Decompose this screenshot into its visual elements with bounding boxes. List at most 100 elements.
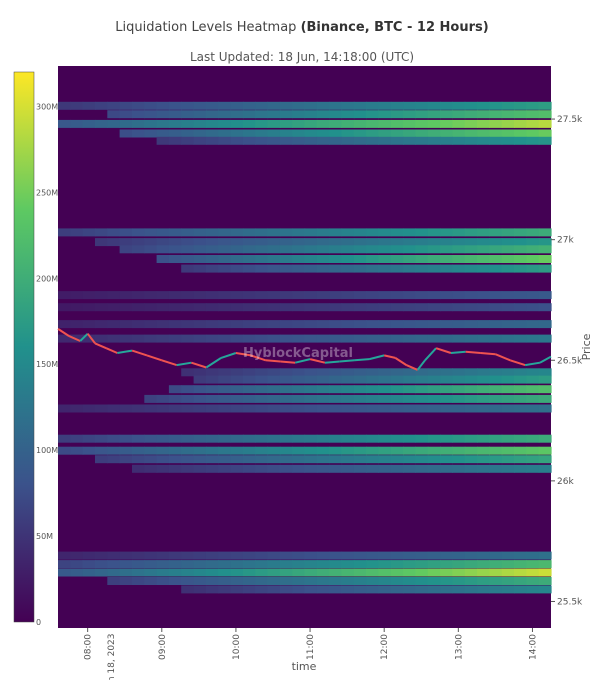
heatmap-cell: [70, 560, 84, 569]
heatmap-cell: [415, 551, 429, 560]
heatmap-cell: [452, 455, 466, 464]
y-tick-label: 26k: [557, 477, 574, 487]
heatmap-cell: [205, 368, 219, 377]
heatmap-cell: [329, 394, 343, 403]
heatmap-cell: [353, 560, 367, 569]
heatmap-cell: [464, 404, 478, 413]
heatmap-cell: [119, 560, 133, 569]
heatmap-cell: [329, 560, 343, 569]
heatmap-cell: [58, 303, 71, 312]
heatmap-cell: [464, 238, 478, 247]
heatmap-cell: [329, 303, 343, 312]
heatmap-cell: [427, 368, 441, 377]
heatmap-cell: [427, 404, 441, 413]
heatmap-cell: [538, 119, 552, 128]
price-line-segment: [79, 332, 89, 342]
heatmap-cell: [218, 320, 232, 329]
heatmap-cell: [390, 464, 404, 473]
x-tick-label: 10:00: [232, 634, 242, 660]
heatmap-cell: [415, 264, 429, 273]
heatmap-cell: [279, 110, 293, 119]
heatmap-cell: [415, 385, 429, 394]
heatmap-cell: [156, 101, 170, 110]
heatmap-cell: [378, 101, 392, 110]
heatmap-cell: [242, 291, 256, 300]
heatmap-cell: [514, 238, 527, 247]
heatmap-cell: [181, 136, 195, 145]
heatmap-cell: [168, 245, 182, 254]
heatmap-cell: [255, 320, 269, 329]
colorbar-tick-label: 100M: [36, 446, 58, 455]
heatmap-cell: [353, 464, 367, 473]
heatmap-cell: [440, 228, 453, 237]
heatmap-cell: [353, 585, 367, 594]
heatmap-cell: [378, 434, 392, 443]
heatmap-cell: [514, 394, 527, 403]
heatmap-cell: [353, 568, 367, 577]
heatmap-cell: [316, 368, 330, 377]
heatmap-cell: [316, 585, 330, 594]
heatmap-cell: [501, 434, 515, 443]
heatmap-cell: [501, 238, 515, 247]
heatmap-cell: [526, 464, 540, 473]
heatmap-cell: [390, 110, 404, 119]
heatmap-cell: [58, 101, 71, 110]
heatmap-cell: [267, 375, 281, 384]
heatmap-cell: [501, 577, 515, 585]
heatmap-cell: [107, 303, 121, 312]
heatmap-cell: [501, 291, 515, 300]
heatmap-cell: [538, 368, 552, 377]
heatmap-cell: [538, 551, 552, 560]
heatmap-cell: [341, 129, 355, 138]
heatmap-cell: [341, 255, 355, 263]
heatmap-cell: [107, 434, 121, 443]
heatmap-cell: [107, 404, 121, 413]
y-tick-label: 27.5k: [557, 115, 583, 125]
heatmap-cell: [501, 560, 515, 569]
heatmap-cell: [403, 577, 416, 585]
heatmap-cell: [390, 368, 404, 377]
x-tick-label: 14:00: [528, 634, 538, 660]
heatmap-cell: [205, 101, 219, 110]
heatmap-cell: [156, 119, 170, 128]
heatmap-cell: [390, 228, 404, 237]
heatmap-cell: [427, 464, 441, 473]
heatmap-cell: [501, 375, 515, 384]
heatmap-cell: [119, 455, 133, 464]
price-line-segment: [309, 358, 326, 364]
heatmap-cell: [95, 434, 108, 443]
heatmap-cell: [119, 238, 133, 247]
heatmap-cell: [538, 129, 552, 138]
heatmap-cell: [329, 320, 343, 329]
heatmap-cell: [390, 568, 404, 577]
heatmap-cell: [489, 375, 503, 384]
heatmap-cell: [70, 434, 84, 443]
heatmap-cell: [267, 291, 281, 300]
heatmap-cell: [353, 228, 367, 237]
heatmap-cell: [205, 291, 219, 300]
heatmap-cell: [218, 375, 232, 384]
heatmap-cell: [316, 228, 330, 237]
heatmap-cell: [205, 129, 219, 138]
heatmap-cell: [415, 291, 429, 300]
heatmap-cell: [378, 560, 392, 569]
price-line-segment: [354, 358, 370, 362]
heatmap-cell: [514, 334, 527, 343]
heatmap-cell: [353, 334, 367, 343]
heatmap-cell: [255, 119, 269, 128]
heatmap-cell: [181, 255, 195, 263]
heatmap-cell: [205, 404, 219, 413]
heatmap-cell: [427, 455, 441, 464]
heatmap-cell: [440, 551, 453, 560]
heatmap-cell: [218, 110, 232, 119]
heatmap-cell: [304, 455, 318, 464]
heatmap-cell: [526, 385, 540, 394]
heatmap-cell: [329, 119, 343, 128]
heatmap-cell: [378, 375, 392, 384]
heatmap-cell: [205, 394, 219, 403]
heatmap-cell: [292, 455, 306, 464]
heatmap-cell: [255, 110, 269, 119]
heatmap-cell: [464, 291, 478, 300]
heatmap-cell: [452, 394, 466, 403]
heatmap-cell: [193, 585, 207, 594]
